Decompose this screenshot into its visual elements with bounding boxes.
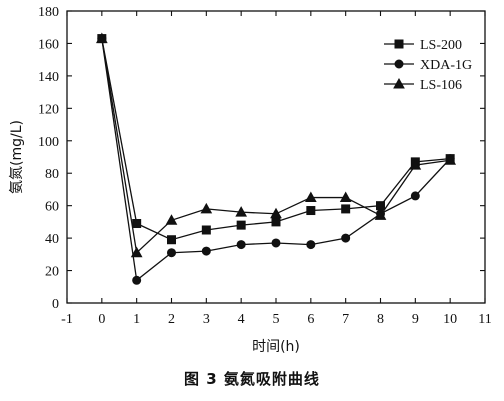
series-xda-1g [97,34,455,285]
y-tick-label: 40 [45,232,59,247]
x-tick-label: 9 [412,312,419,327]
y-tick-label: 160 [38,37,59,52]
y-tick-label: 60 [45,200,59,215]
data-point-ls-106 [444,154,457,165]
data-point-ls-200 [271,217,281,227]
legend-entry-ls-106: LS-106 [384,77,462,93]
data-point-ls-106 [235,206,248,217]
data-point-xda-1g [306,240,316,250]
x-tick-label: 5 [273,312,280,327]
x-tick-label: 0 [98,312,105,327]
x-tick-label: -1 [61,312,73,327]
y-tick-label: 120 [38,102,59,117]
y-tick-label: 80 [45,167,59,182]
series-ls-106 [95,32,457,258]
y-tick-label: 100 [38,135,59,150]
chart-legend: LS-200 XDA-1G LS-106 [384,38,472,93]
figure-caption: 图 3 氨氮吸附曲线 [184,370,320,388]
data-point-ls-106 [130,246,143,258]
x-tick-label: 7 [342,312,349,327]
legend-marker [393,77,405,89]
legend-marker [394,59,404,69]
legend-label: LS-200 [420,38,462,53]
x-tick-label: 2 [168,312,175,327]
data-point-xda-1g [271,238,281,248]
data-point-ls-200 [236,220,246,230]
data-point-ls-106 [374,209,387,220]
x-tick-label: 3 [203,312,210,327]
data-point-ls-200 [376,201,385,211]
x-tick-label: 1 [133,312,140,327]
y-tick-label: 0 [52,297,59,312]
data-point-xda-1g [236,240,246,250]
data-point-ls-106 [95,32,108,44]
data-point-xda-1g [132,275,142,285]
chart-axes: -1 0 1 2 3 4 5 6 7 8 9 10 11020406080100120140160180… [9,5,492,355]
data-point-xda-1g [167,248,176,258]
data-point-ls-106 [339,191,352,203]
data-point-ls-200 [341,204,351,214]
legend-label: LS-106 [420,78,462,93]
x-tick-label: 10 [443,312,457,327]
data-point-xda-1g [341,233,351,243]
legend-entry-ls-200: LS-200 [384,38,462,53]
data-point-xda-1g [410,191,420,201]
data-point-ls-106 [165,214,178,225]
y-tick-label: 140 [38,70,59,85]
data-point-ls-200 [306,206,316,216]
data-point-ls-200 [132,219,142,229]
data-point-xda-1g [201,246,211,256]
x-tick-label: 4 [238,312,245,327]
x-axis-label: 时间(h) [252,339,300,355]
x-tick-label: 6 [307,312,314,327]
x-tick-label: 8 [377,312,384,327]
plot-frame [66,10,486,304]
y-tick-label: 20 [45,265,59,280]
data-point-ls-200 [201,225,211,235]
chart-series-layer [95,32,457,285]
data-point-ls-106 [409,159,422,170]
legend-marker [394,39,404,49]
y-axis-label: 氨氮(mg/L) [9,120,25,194]
legend-entry-xda-1g: XDA-1G [384,58,472,73]
data-point-ls-106 [200,202,213,214]
x-tick-label: 11 [478,312,491,327]
data-point-ls-200 [167,235,176,245]
data-point-ls-106 [304,191,317,203]
y-tick-label: 180 [38,5,59,20]
legend-label: XDA-1G [420,58,472,73]
data-point-ls-106 [270,207,282,219]
